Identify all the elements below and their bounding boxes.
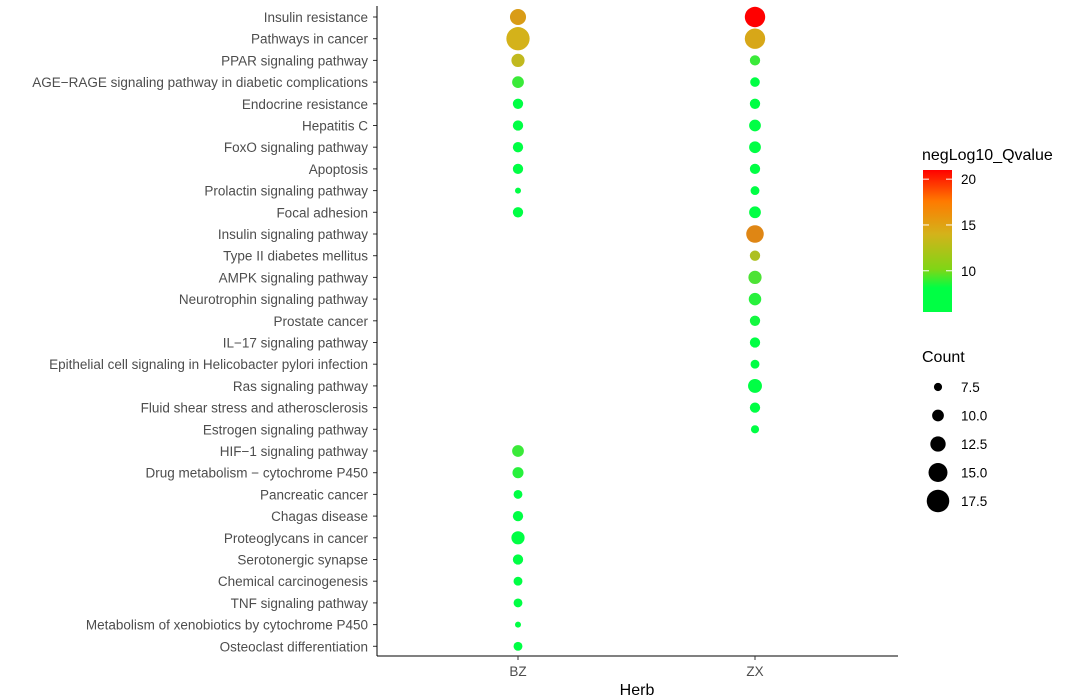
y-tick-label-prolactin-signaling-pathway: Prolactin signaling pathway bbox=[204, 184, 368, 199]
point-bz-proteoglycans-in-cancer bbox=[511, 531, 525, 545]
point-zx-prolactin-signaling-pathway bbox=[750, 186, 760, 196]
point-zx-ampk-signaling-pathway bbox=[748, 270, 762, 284]
y-tick-label-ppar-signaling-pathway: PPAR signaling pathway bbox=[221, 53, 368, 68]
point-bz-metabolism-of-xenobiotics-by-cytochrome-p450 bbox=[515, 621, 521, 628]
point-bz-osteoclast-differentiation bbox=[513, 641, 523, 651]
point-bz-serotonergic-synapse bbox=[512, 554, 524, 565]
size-legend-dot-1 bbox=[932, 409, 944, 422]
point-bz-hepatitis-c bbox=[512, 120, 524, 131]
x-axis-tick-labels: BZ ZX bbox=[509, 664, 763, 679]
point-bz-prolactin-signaling-pathway bbox=[515, 187, 521, 194]
y-tick-label-ras-signaling-pathway: Ras signaling pathway bbox=[233, 379, 368, 394]
y-tick-label-proteoglycans-in-cancer: Proteoglycans in cancer bbox=[224, 531, 369, 546]
y-tick-label-tnf-signaling-pathway: TNF signaling pathway bbox=[231, 596, 369, 611]
y-tick-label-pancreatic-cancer: Pancreatic cancer bbox=[260, 487, 369, 502]
size-legend-label-0: 7.5 bbox=[961, 380, 980, 395]
y-tick-label-serotonergic-synapse: Serotonergic synapse bbox=[237, 553, 368, 568]
y-tick-label-chagas-disease: Chagas disease bbox=[271, 509, 368, 524]
y-tick-label-ampk-signaling-pathway: AMPK signaling pathway bbox=[219, 270, 369, 285]
color-legend-title: negLog10_Qvalue bbox=[922, 147, 1053, 164]
point-bz-hif-1-signaling-pathway bbox=[512, 445, 524, 457]
size-legend-title: Count bbox=[922, 349, 965, 366]
y-tick-label-chemical-carcinogenesis: Chemical carcinogenesis bbox=[218, 574, 368, 589]
point-zx-neurotrophin-signaling-pathway bbox=[748, 292, 762, 306]
point-bz-focal-adhesion bbox=[512, 207, 524, 218]
x-axis-title: Herb bbox=[620, 682, 655, 699]
y-tick-label-metabolism-of-xenobiotics-by-cytochrome-p450: Metabolism of xenobiotics by cytochrome … bbox=[86, 618, 368, 633]
size-legend-entries: 7.5 10.0 12.5 15.0 17.5 bbox=[926, 380, 987, 513]
y-axis-tick-labels: Insulin resistance Pathways in cancer PPAR… bbox=[32, 10, 368, 654]
y-tick-label-endocrine-resistance: Endocrine resistance bbox=[242, 97, 368, 112]
point-zx-il-17-signaling-pathway bbox=[749, 337, 761, 348]
point-zx-epithelial-cell-signaling-in-helicobacter-pylori-infection bbox=[750, 359, 760, 369]
point-zx-pathways-in-cancer bbox=[744, 28, 766, 49]
y-tick-label-pathways-in-cancer: Pathways in cancer bbox=[251, 32, 369, 47]
point-zx-endocrine-resistance bbox=[749, 98, 761, 109]
y-tick-label-age-rage-signaling-pathway-in-diabetic-complications: AGE−RAGE signaling pathway in diabetic c… bbox=[32, 75, 368, 90]
point-zx-ppar-signaling-pathway bbox=[749, 55, 761, 66]
size-legend-dot-3 bbox=[928, 463, 948, 482]
point-bz-insulin-resistance bbox=[509, 8, 527, 26]
point-bz-drug-metabolism-cytochrome-p450 bbox=[512, 467, 524, 479]
point-bz-tnf-signaling-pathway bbox=[513, 598, 523, 608]
size-legend-dot-4 bbox=[926, 489, 950, 513]
point-zx-insulin-resistance bbox=[744, 6, 766, 28]
point-bz-pathways-in-cancer bbox=[506, 27, 530, 51]
size-legend-dot-0 bbox=[933, 382, 943, 392]
color-tick-label-10: 10 bbox=[961, 264, 976, 279]
size-legend-dot-2 bbox=[930, 436, 946, 452]
point-zx-prostate-cancer bbox=[749, 315, 761, 326]
x-tick-label-zx: ZX bbox=[746, 664, 763, 679]
x-tick-label-bz: BZ bbox=[509, 664, 526, 679]
y-tick-label-hif-1-signaling-pathway: HIF−1 signaling pathway bbox=[220, 444, 368, 459]
point-zx-ras-signaling-pathway bbox=[748, 378, 762, 393]
color-legend-ticks: 10 15 20 bbox=[923, 172, 976, 279]
size-legend-label-2: 12.5 bbox=[961, 437, 987, 452]
x-axis-ticks bbox=[517, 656, 756, 660]
point-zx-hepatitis-c bbox=[749, 119, 761, 132]
y-tick-label-osteoclast-differentiation: Osteoclast differentiation bbox=[220, 639, 368, 654]
point-bz-pancreatic-cancer bbox=[513, 489, 523, 499]
y-tick-label-apoptosis: Apoptosis bbox=[309, 162, 369, 177]
y-tick-label-neurotrophin-signaling-pathway: Neurotrophin signaling pathway bbox=[179, 292, 368, 307]
point-bz-chemical-carcinogenesis bbox=[513, 576, 523, 586]
point-zx-focal-adhesion bbox=[749, 206, 761, 219]
point-zx-estrogen-signaling-pathway bbox=[750, 425, 760, 434]
y-tick-label-drug-metabolism-cytochrome-p450: Drug metabolism − cytochrome P450 bbox=[146, 466, 368, 481]
y-tick-label-focal-adhesion: Focal adhesion bbox=[276, 205, 368, 220]
size-legend-label-1: 10.0 bbox=[961, 409, 987, 424]
y-tick-label-foxo-signaling-pathway: FoxO signaling pathway bbox=[224, 140, 368, 155]
y-tick-label-il-17-signaling-pathway: IL−17 signaling pathway bbox=[223, 336, 368, 351]
point-zx-apoptosis bbox=[749, 163, 761, 175]
color-legend-bar bbox=[923, 170, 952, 312]
color-legend: negLog10_Qvalue 10 15 20 bbox=[922, 147, 1053, 312]
y-tick-label-insulin-resistance: Insulin resistance bbox=[264, 10, 368, 25]
point-bz-endocrine-resistance bbox=[512, 98, 524, 109]
point-bz-age-rage-signaling-pathway-in-diabetic-complications bbox=[512, 76, 524, 88]
size-legend: Count 7.5 10.0 12.5 15.0 17.5 bbox=[922, 349, 987, 513]
size-legend-label-3: 15.0 bbox=[961, 466, 987, 481]
point-zx-fluid-shear-stress-and-atherosclerosis bbox=[749, 402, 761, 413]
point-zx-insulin-signaling-pathway bbox=[746, 225, 764, 243]
color-tick-label-15: 15 bbox=[961, 218, 976, 233]
point-zx-type-ii-diabetes-mellitus bbox=[749, 250, 761, 261]
y-tick-label-estrogen-signaling-pathway: Estrogen signaling pathway bbox=[203, 422, 368, 437]
point-bz-chagas-disease bbox=[512, 510, 524, 522]
point-bz-foxo-signaling-pathway bbox=[512, 142, 524, 153]
y-tick-label-type-ii-diabetes-mellitus: Type II diabetes mellitus bbox=[223, 249, 368, 264]
y-tick-label-hepatitis-c: Hepatitis C bbox=[302, 119, 368, 134]
y-tick-label-insulin-signaling-pathway: Insulin signaling pathway bbox=[218, 227, 368, 242]
size-legend-label-4: 17.5 bbox=[961, 494, 987, 509]
point-zx-foxo-signaling-pathway bbox=[749, 141, 761, 154]
point-bz-apoptosis bbox=[512, 163, 524, 175]
point-zx-age-rage-signaling-pathway-in-diabetic-complications bbox=[750, 77, 760, 87]
y-tick-label-epithelial-cell-signaling-in-helicobacter-pylori-infection: Epithelial cell signaling in Helicobacte… bbox=[49, 357, 368, 372]
y-axis-ticks bbox=[373, 16, 377, 647]
y-tick-label-prostate-cancer: Prostate cancer bbox=[273, 314, 368, 329]
color-tick-label-20: 20 bbox=[961, 172, 976, 187]
point-bz-ppar-signaling-pathway bbox=[511, 53, 525, 67]
y-tick-label-fluid-shear-stress-and-atherosclerosis: Fluid shear stress and atherosclerosis bbox=[141, 401, 369, 416]
data-points bbox=[506, 6, 766, 651]
